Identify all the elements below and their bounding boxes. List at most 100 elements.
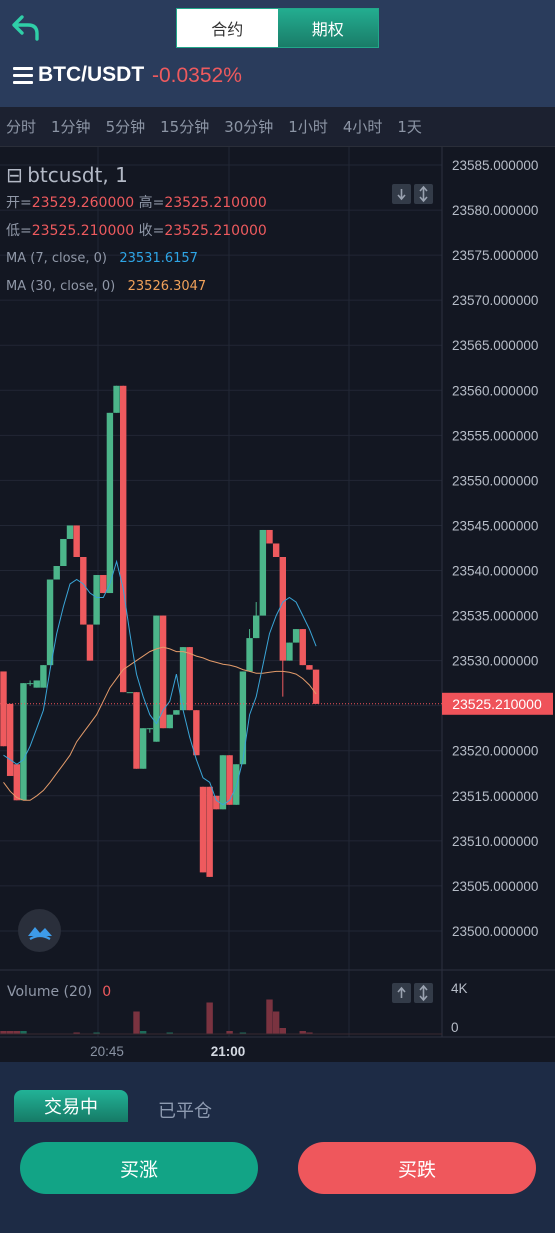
volume-bar	[306, 1032, 313, 1034]
y-tick-label: 23580.000000	[452, 203, 538, 218]
x-tick-label: 20:45	[90, 1044, 124, 1059]
candle-body	[166, 714, 173, 729]
chart-legend: ⊟ btcusdt, 1 开=23529.260000 高=23525.2100…	[6, 161, 267, 301]
candle-body	[259, 529, 267, 616]
volume-label: Volume (20)	[7, 984, 93, 1000]
chart-area[interactable]: 分时 1分钟 5分钟 15分钟 30分钟 1小时 4小时 1天 23585.00…	[0, 107, 555, 1062]
volume-bar	[6, 1031, 14, 1034]
volume-bar	[139, 1031, 147, 1034]
candle-body	[272, 543, 280, 557]
volume-bar	[279, 1028, 286, 1034]
volume-bar	[20, 1031, 27, 1034]
candle-body	[299, 629, 306, 666]
candle-body	[93, 575, 100, 625]
volume-bar	[0, 1031, 7, 1034]
trading-pair[interactable]: BTC/USDT	[38, 63, 145, 86]
ma7-label: MA (7, close, 0)	[6, 251, 107, 266]
symbol-title: btcusdt, 1	[27, 163, 128, 187]
y-tick-label: 23585.000000	[452, 158, 538, 173]
open-value: 23529.260000	[31, 195, 135, 211]
chart-style-button[interactable]	[18, 909, 61, 952]
candle-body	[239, 671, 247, 765]
back-arrow-icon[interactable]	[10, 12, 42, 44]
candle-body	[106, 412, 114, 594]
interval-timeshare[interactable]: 分时	[6, 118, 37, 136]
candle-body	[33, 680, 40, 688]
y-tick-label: 23500.000000	[452, 924, 538, 939]
volume-bar	[133, 1011, 140, 1034]
y-tick-label: 23535.000000	[452, 609, 538, 624]
candle-body	[100, 575, 107, 594]
interval-4h[interactable]: 4小时	[342, 118, 383, 136]
volume-bar	[73, 1032, 80, 1034]
tab-closed-label: 已平仓	[158, 1101, 212, 1122]
collapse-square-icon[interactable]: ⊟	[6, 163, 23, 187]
interval-5m[interactable]: 5分钟	[105, 118, 146, 136]
interval-15m[interactable]: 15分钟	[160, 118, 210, 136]
interval-1d[interactable]: 1天	[397, 118, 422, 136]
y-tick-label: 23565.000000	[452, 338, 538, 353]
y-tick-label: 23520.000000	[452, 744, 538, 759]
interval-bar: 分时 1分钟 5分钟 15分钟 30分钟 1小时 4小时 1天	[0, 107, 555, 147]
volume-bar	[239, 1032, 247, 1034]
y-tick-label: 23540.000000	[452, 564, 538, 579]
low-value: 23525.210000	[31, 223, 135, 239]
tab-closed[interactable]: 已平仓	[158, 1097, 212, 1123]
buy-down-label: 买跌	[397, 1158, 436, 1181]
candle-body	[26, 683, 34, 685]
candle-body	[66, 525, 74, 539]
y-tick-label: 23530.000000	[452, 654, 538, 669]
y-tick-label: 23575.000000	[452, 248, 538, 263]
volume-bar	[272, 1011, 280, 1034]
y-tick-label: 23505.000000	[452, 879, 538, 894]
candle-body	[199, 786, 207, 873]
y-tick-label: 23560.000000	[452, 383, 538, 398]
low-label: 低=	[6, 223, 32, 239]
tab-contract[interactable]: 合约	[177, 9, 278, 47]
candle-body	[253, 615, 260, 639]
high-label: 高=	[138, 195, 165, 211]
tab-trading-label: 交易中	[44, 1097, 98, 1118]
close-label: 收=	[138, 223, 165, 239]
candle-body	[186, 647, 193, 711]
scale-buttons-volume[interactable]	[392, 983, 433, 1003]
tab-option[interactable]: 期权	[277, 9, 378, 47]
candle-body	[86, 624, 94, 661]
candle-body	[286, 642, 293, 661]
interval-1m[interactable]: 1分钟	[51, 118, 91, 136]
ma30-line	[3, 646, 317, 801]
menu-icon[interactable]	[13, 67, 33, 85]
candle-body	[226, 755, 233, 805]
candle-body	[40, 665, 47, 688]
y-tick-label: 23545.000000	[452, 518, 538, 533]
interval-1h[interactable]: 1小时	[288, 118, 328, 136]
ma30-value: 23526.3047	[127, 279, 207, 294]
candle-body	[153, 615, 160, 742]
high-value: 23525.210000	[164, 195, 267, 211]
buy-up-button[interactable]: 买涨	[20, 1142, 258, 1194]
volume-bar	[93, 1032, 100, 1034]
candle-body	[80, 557, 87, 625]
bottom-panel: 交易中 已平仓 买涨 买跌	[0, 1062, 555, 1233]
candle-body	[312, 669, 320, 704]
candle-body	[73, 525, 80, 557]
candle-body	[60, 538, 67, 567]
candle-body	[139, 728, 147, 769]
y-tick-label: 23510.000000	[452, 834, 538, 849]
interval-30m[interactable]: 30分钟	[224, 118, 274, 136]
candle-body	[279, 557, 286, 661]
volume-bar	[226, 1031, 233, 1034]
buy-down-button[interactable]: 买跌	[298, 1142, 536, 1194]
candle-body	[133, 692, 140, 769]
candle-body	[6, 703, 14, 776]
scale-buttons-top[interactable]	[392, 184, 433, 204]
candle-body	[233, 764, 240, 805]
candle-body	[292, 629, 300, 643]
candlestick-chart[interactable]: 23585.000000 23580.000000 23575.000000 2357…	[0, 147, 555, 1062]
y-tick-label: 23570.000000	[452, 293, 538, 308]
candle-body	[20, 683, 27, 801]
candle-body	[53, 566, 60, 580]
y-tick-label: 23515.000000	[452, 789, 538, 804]
tab-trading[interactable]: 交易中	[14, 1090, 128, 1122]
volume-bar	[266, 999, 273, 1034]
